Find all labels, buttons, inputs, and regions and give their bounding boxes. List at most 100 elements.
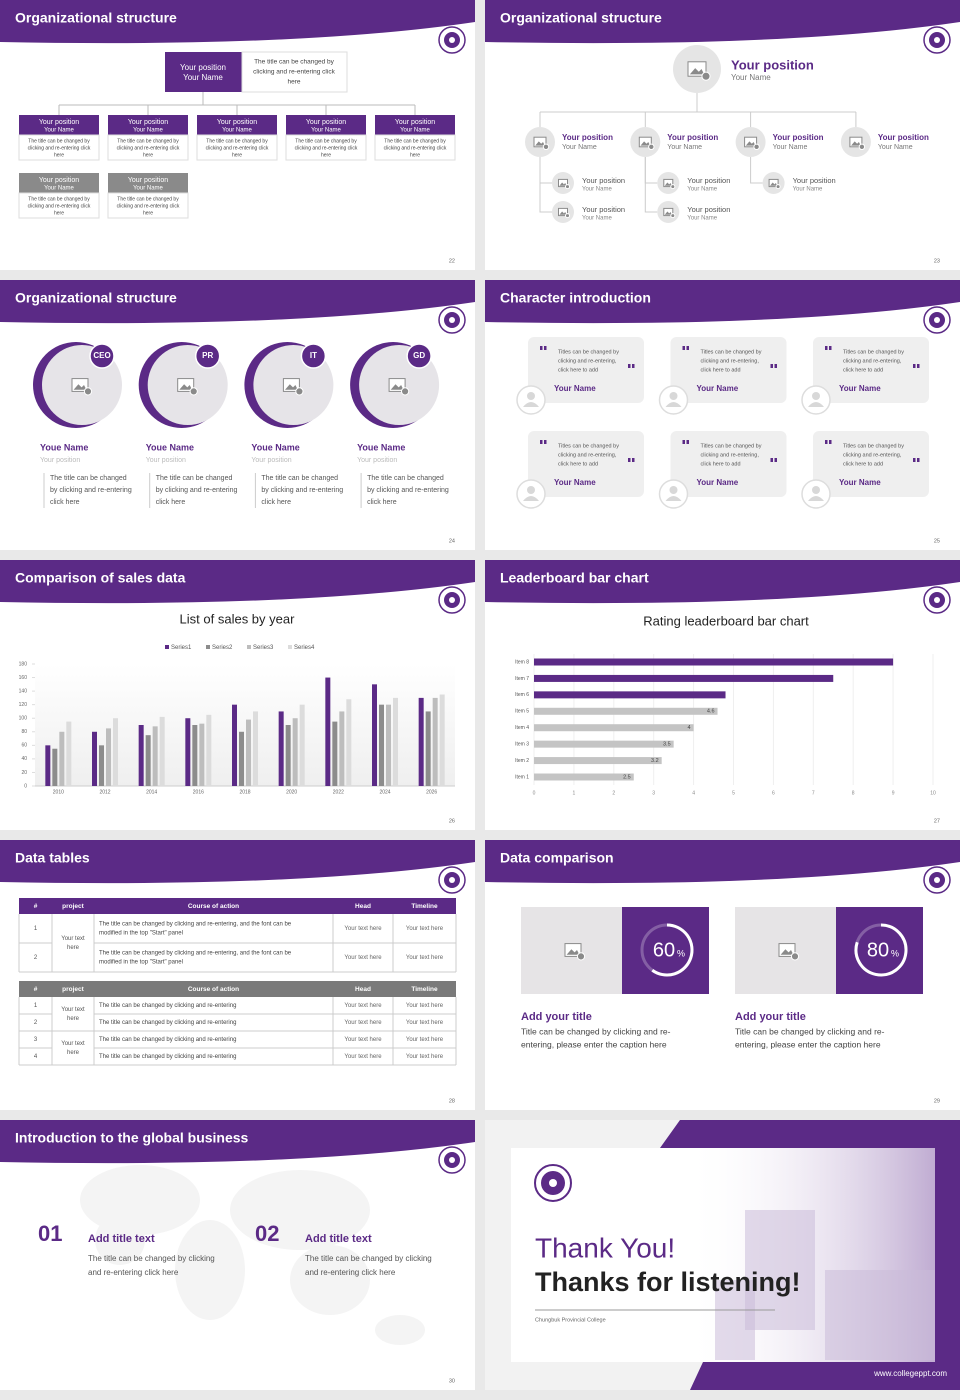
text: Your Name — [687, 216, 717, 222]
avatar-body — [808, 402, 824, 407]
x-tick-label: 2014 — [146, 789, 157, 795]
bar — [192, 725, 198, 786]
avatar-head — [812, 486, 820, 494]
box-body — [107, 192, 189, 219]
quote-mark — [774, 458, 777, 462]
text: by clicking and re-entering — [156, 487, 238, 494]
box-header — [108, 173, 188, 193]
box-body — [18, 134, 100, 161]
image-icon-plus — [295, 387, 304, 396]
box-header — [19, 115, 99, 135]
image-icon — [638, 136, 652, 148]
bar — [534, 691, 726, 699]
text: Your text — [61, 936, 85, 942]
quote-mark — [913, 364, 916, 368]
text: 2 — [34, 1020, 38, 1026]
slide-title: Character introduction — [500, 290, 651, 306]
column-header: # — [34, 903, 38, 910]
box-body — [18, 192, 100, 219]
text: Your position — [217, 119, 257, 126]
y-tick-label: Item 5 — [515, 709, 529, 715]
text: The title can be changed by clicking and… — [99, 1020, 236, 1026]
bar — [285, 725, 291, 786]
y-tick-label: 60 — [21, 743, 27, 749]
quote-card — [813, 337, 929, 403]
text: modified in the top "Start" panel — [99, 931, 183, 937]
slide: Data comparison 29 60 % Add your title Title … — [485, 840, 960, 1110]
text: The title can be changed by clicking and… — [99, 922, 292, 928]
image-icon-mountain — [664, 211, 672, 215]
percent-unit: % — [677, 948, 685, 958]
text: Your Name — [400, 128, 430, 134]
avatar-head — [812, 392, 820, 400]
text: click here to add — [843, 367, 883, 373]
text: Youe Name — [357, 442, 405, 452]
text: www.collegeppt.com — [873, 1369, 947, 1378]
column-header: Timeline — [411, 903, 438, 910]
logo-core — [449, 1157, 455, 1163]
slide: Thank You! Thanks for listening! Chungbuk … — [485, 1120, 960, 1390]
image-icon-mountain — [851, 141, 861, 146]
quote-mark — [825, 440, 828, 444]
data-label: 3.2 — [651, 758, 659, 764]
text: The title can be changed by — [28, 138, 90, 144]
text: The title can be changed by clicking and… — [99, 1003, 236, 1009]
y-tick-label: Item 7 — [515, 676, 529, 682]
text: Your Name — [44, 186, 74, 192]
y-tick-label: Item 3 — [515, 741, 529, 747]
logo-core — [449, 877, 455, 883]
box-body — [374, 134, 456, 161]
text: by clicking and re-entering — [367, 487, 449, 494]
image-icon — [533, 136, 547, 148]
text: here — [232, 152, 242, 158]
image-icon-mountain — [73, 384, 87, 390]
thank-title: Thank You! — [535, 1232, 675, 1263]
bar — [145, 735, 151, 786]
quote-mark — [632, 458, 635, 462]
text: Your Name — [582, 187, 612, 193]
text: Your Name — [44, 128, 74, 134]
avatar-head — [669, 392, 678, 400]
column-header: project — [62, 986, 85, 993]
avatar-body — [808, 496, 824, 501]
text: 1 — [34, 926, 38, 932]
box-body — [285, 134, 367, 161]
data-label: 2.5 — [623, 774, 631, 780]
text: here — [321, 152, 331, 158]
slide-title: Organizational structure — [500, 10, 662, 26]
text: Your text here — [344, 1003, 382, 1009]
text: Your Name — [839, 478, 881, 487]
header-band — [485, 560, 960, 604]
text: modified in the top "Start" panel — [99, 960, 183, 966]
image-icon-plus — [775, 184, 781, 190]
bar — [339, 711, 345, 786]
percent-value: 80 — [867, 939, 889, 961]
image-icon-plus — [564, 184, 571, 190]
text: The title can be changed by — [384, 138, 446, 144]
slide-title: Organizational structure — [15, 290, 177, 306]
text: entering, please enter the caption here — [735, 1039, 881, 1049]
legend-label: Series4 — [294, 645, 315, 651]
slide-title: Data comparison — [500, 850, 614, 866]
text: Your position — [146, 457, 186, 464]
bar — [439, 694, 445, 786]
bar — [534, 757, 662, 765]
text: Chungbuk Provincial College — [535, 1317, 606, 1323]
text: Your text here — [344, 955, 382, 961]
avatar-body — [665, 402, 682, 407]
text: Your Name — [582, 216, 612, 222]
percent-unit: % — [891, 948, 899, 958]
chart-title: List of sales by year — [180, 611, 296, 626]
table-header — [19, 981, 456, 997]
text: The title can be changed by clicking and… — [99, 951, 292, 957]
quote-mark — [825, 346, 828, 350]
bar — [534, 773, 634, 781]
image-icon — [768, 178, 779, 188]
y-tick-label: 40 — [21, 756, 27, 762]
text: Your text here — [406, 955, 444, 961]
page-number: 22 — [449, 258, 455, 264]
map-shape — [175, 1220, 245, 1320]
